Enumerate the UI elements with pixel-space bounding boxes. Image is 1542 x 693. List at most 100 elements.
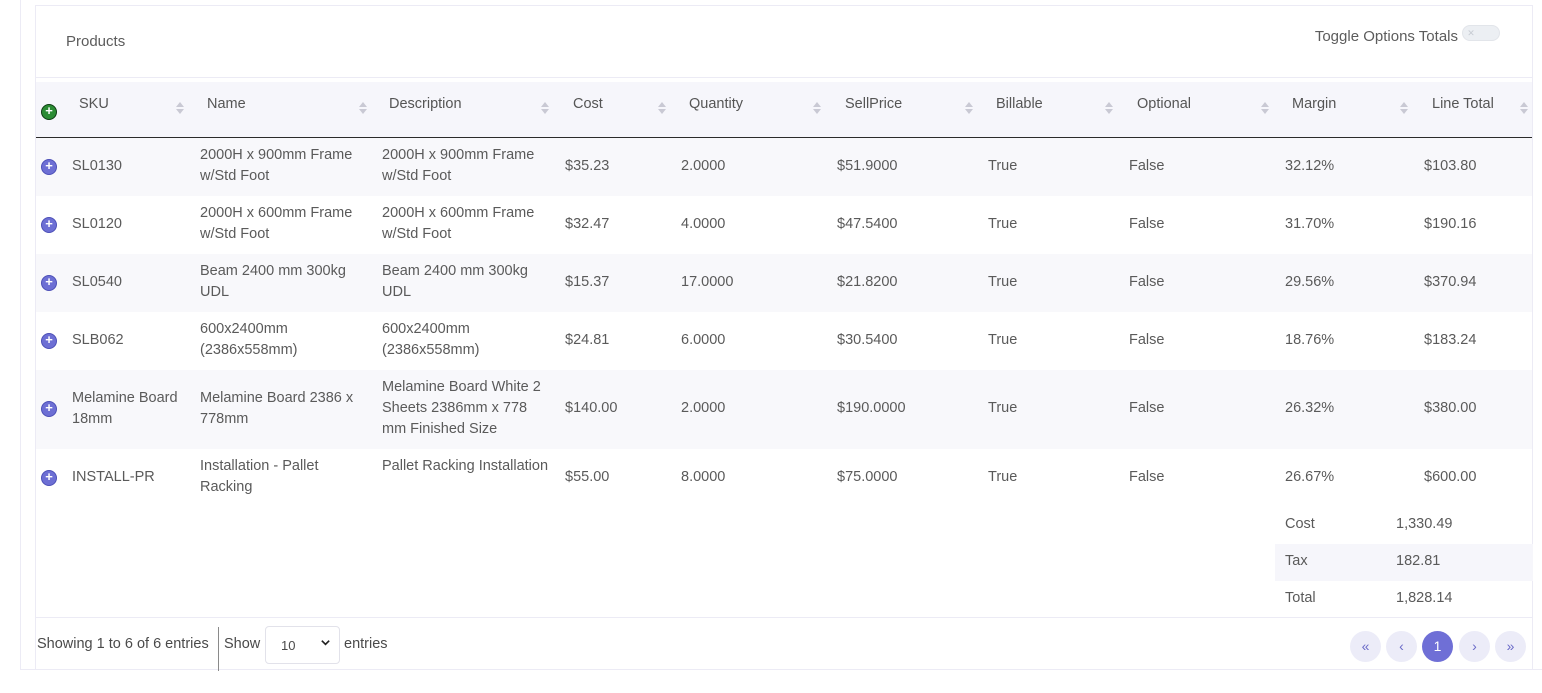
cell-optional: False — [1129, 400, 1165, 416]
cell-cost: $15.37 — [565, 274, 610, 290]
column-header-billable[interactable]: Billable — [996, 96, 1043, 112]
cell-sellprice: $51.9000 — [837, 158, 898, 174]
cell-optional: False — [1129, 216, 1165, 232]
cell-billable: True — [988, 158, 1018, 174]
table-row: + SL0130 2000H x 900mm Frame w/Std Foot … — [36, 138, 1532, 196]
sort-icon[interactable] — [658, 102, 666, 116]
cell-sku: SL0130 — [72, 158, 122, 174]
divider — [218, 627, 219, 671]
page-frame — [20, 0, 1542, 670]
sort-icon[interactable] — [541, 102, 549, 116]
column-header-name[interactable]: Name — [207, 96, 246, 112]
cell-billable: True — [988, 332, 1018, 348]
cell-optional: False — [1129, 274, 1165, 290]
totals-value: 1,330.49 — [1396, 516, 1453, 532]
expand-row-icon[interactable]: + — [41, 470, 57, 486]
table-row: + SLB062 600x2400mm (2386x558mm) 600x240… — [36, 312, 1532, 370]
sort-icon[interactable] — [813, 102, 821, 116]
cell-name: 2000H x 600mm Frame w/Std Foot — [200, 205, 353, 242]
cell-name: Installation - Pallet Racking — [200, 458, 319, 495]
cell-margin: 26.32% — [1285, 400, 1335, 416]
cell-cost: $55.00 — [565, 469, 610, 485]
cell-sku: INSTALL-PR — [72, 469, 155, 485]
cell-billable: True — [988, 216, 1018, 232]
table-row: + INSTALL-PR Installation - Pallet Racki… — [36, 449, 1532, 507]
sort-icon[interactable] — [359, 102, 367, 116]
expand-row-icon[interactable]: + — [41, 275, 57, 291]
toggle-label: Toggle Options Totals — [1314, 28, 1458, 45]
table-row: + Melamine Board 18mm Melamine Board 238… — [36, 370, 1532, 449]
entries-label: entries — [344, 636, 388, 652]
cell-cost: $24.81 — [565, 332, 610, 348]
cell-description: Beam 2400 mm 300kg UDL — [382, 263, 528, 300]
page-size-value: 10 — [281, 638, 296, 653]
entries-info: Showing 1 to 6 of 6 entries — [37, 636, 209, 652]
cell-sku: SL0120 — [72, 216, 122, 232]
toggle-switch[interactable]: ✕ — [1462, 24, 1500, 41]
sort-icon[interactable] — [1520, 102, 1528, 116]
expand-row-icon[interactable]: + — [41, 217, 57, 233]
cell-cost: $35.23 — [565, 158, 610, 174]
sort-icon[interactable] — [176, 102, 184, 116]
first-page-button[interactable]: « — [1350, 631, 1381, 662]
column-header-margin[interactable]: Margin — [1292, 96, 1337, 112]
cell-margin: 29.56% — [1285, 274, 1335, 290]
next-page-button[interactable]: › — [1459, 631, 1490, 662]
card-header: Products Toggle Options Totals ✕ — [36, 6, 1532, 78]
totals-label: Cost — [1285, 516, 1315, 532]
card-title: Products — [66, 33, 126, 50]
cell-description: 2000H x 900mm Frame w/Std Foot — [382, 147, 535, 184]
totals-label: Tax — [1285, 553, 1308, 569]
cell-description: 2000H x 600mm Frame w/Std Foot — [382, 205, 535, 242]
cell-billable: True — [988, 469, 1018, 485]
cell-quantity: 17.0000 — [681, 274, 734, 290]
toggle-off-icon: ✕ — [1467, 27, 1475, 38]
expand-row-icon[interactable]: + — [41, 401, 57, 417]
column-header-quantity[interactable]: Quantity — [689, 96, 743, 112]
chevron-down-icon — [320, 637, 331, 651]
table-row: + SL0120 2000H x 600mm Frame w/Std Foot … — [36, 196, 1532, 254]
totals-value: 182.81 — [1396, 553, 1441, 569]
cell-margin: 26.67% — [1285, 469, 1335, 485]
totals-row-total: Total 1,828.14 — [1275, 581, 1533, 618]
cell-description: Melamine Board White 2 Sheets 2386mm x 7… — [382, 379, 541, 437]
expand-row-icon[interactable]: + — [41, 159, 57, 175]
cell-margin: 18.76% — [1285, 332, 1335, 348]
column-header-line-total[interactable]: Line Total — [1432, 96, 1494, 112]
cell-margin: 31.70% — [1285, 216, 1335, 232]
sort-icon[interactable] — [1261, 102, 1269, 116]
column-header-description[interactable]: Description — [389, 96, 462, 112]
page-1-button[interactable]: 1 — [1422, 631, 1453, 662]
column-header-sellprice[interactable]: SellPrice — [845, 96, 903, 112]
table-footer: Showing 1 to 6 of 6 entries Show 10 entr… — [36, 617, 1532, 671]
cell-cost: $140.00 — [565, 400, 618, 416]
sort-icon[interactable] — [965, 102, 973, 116]
cell-quantity: 2.0000 — [681, 158, 726, 174]
expand-row-icon[interactable]: + — [41, 333, 57, 349]
cell-name: Beam 2400 mm 300kg UDL — [200, 263, 346, 300]
sort-icon[interactable] — [1400, 102, 1408, 116]
column-header-sku[interactable]: SKU — [79, 96, 109, 112]
products-card: Products Toggle Options Totals ✕ + SKU N… — [35, 5, 1533, 671]
show-label: Show — [224, 636, 261, 652]
cell-quantity: 2.0000 — [681, 400, 726, 416]
column-header-cost[interactable]: Cost — [573, 96, 603, 112]
previous-page-button[interactable]: ‹ — [1386, 631, 1417, 662]
cell-line-total: $103.80 — [1424, 158, 1477, 174]
cell-line-total: $183.24 — [1424, 332, 1477, 348]
totals-label: Total — [1285, 590, 1316, 606]
column-header-optional[interactable]: Optional — [1137, 96, 1192, 112]
toggle-options-totals: Toggle Options Totals ✕ — [1314, 24, 1500, 45]
last-page-button[interactable]: » — [1495, 631, 1526, 662]
cell-name: Melamine Board 2386 x 778mm — [200, 390, 354, 427]
cell-sellprice: $47.5400 — [837, 216, 898, 232]
cell-quantity: 4.0000 — [681, 216, 726, 232]
sort-icon[interactable] — [1105, 102, 1113, 116]
cell-name: 2000H x 900mm Frame w/Std Foot — [200, 147, 353, 184]
cell-description: 600x2400mm (2386x558mm) — [382, 321, 480, 358]
add-all-icon[interactable]: + — [41, 104, 57, 120]
cell-sellprice: $21.8200 — [837, 274, 898, 290]
page-size-select[interactable]: 10 — [265, 626, 340, 664]
cell-billable: True — [988, 274, 1018, 290]
cell-cost: $32.47 — [565, 216, 610, 232]
